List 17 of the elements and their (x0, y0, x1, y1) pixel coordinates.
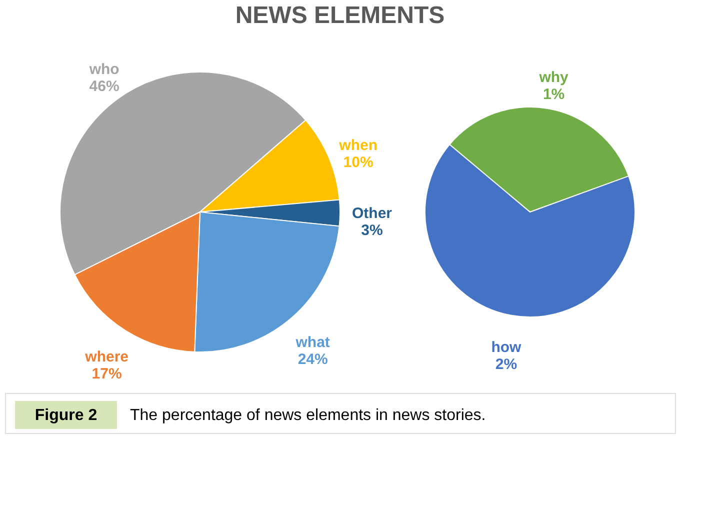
slice-label: who (88, 61, 120, 78)
chart-title: NEWS ELEMENTS (235, 2, 445, 29)
slice-label: what (294, 334, 330, 351)
data-label: 24% (298, 350, 328, 368)
slice-label: where (84, 348, 129, 366)
data-label: 17% (92, 366, 122, 383)
text: The percentage of news elements in news stories. (130, 407, 486, 424)
slice-label: how (491, 338, 522, 356)
data-label: 1% (542, 86, 565, 104)
data-label: 10% (343, 154, 374, 171)
data-label: 2% (495, 356, 518, 373)
data-label: 46% (89, 78, 120, 96)
slice-label: why (538, 69, 570, 86)
caption: Figure 2 (34, 407, 98, 424)
slice-label: Other (352, 205, 392, 222)
slice-label: when (338, 136, 378, 154)
data-label: 3% (361, 222, 383, 240)
